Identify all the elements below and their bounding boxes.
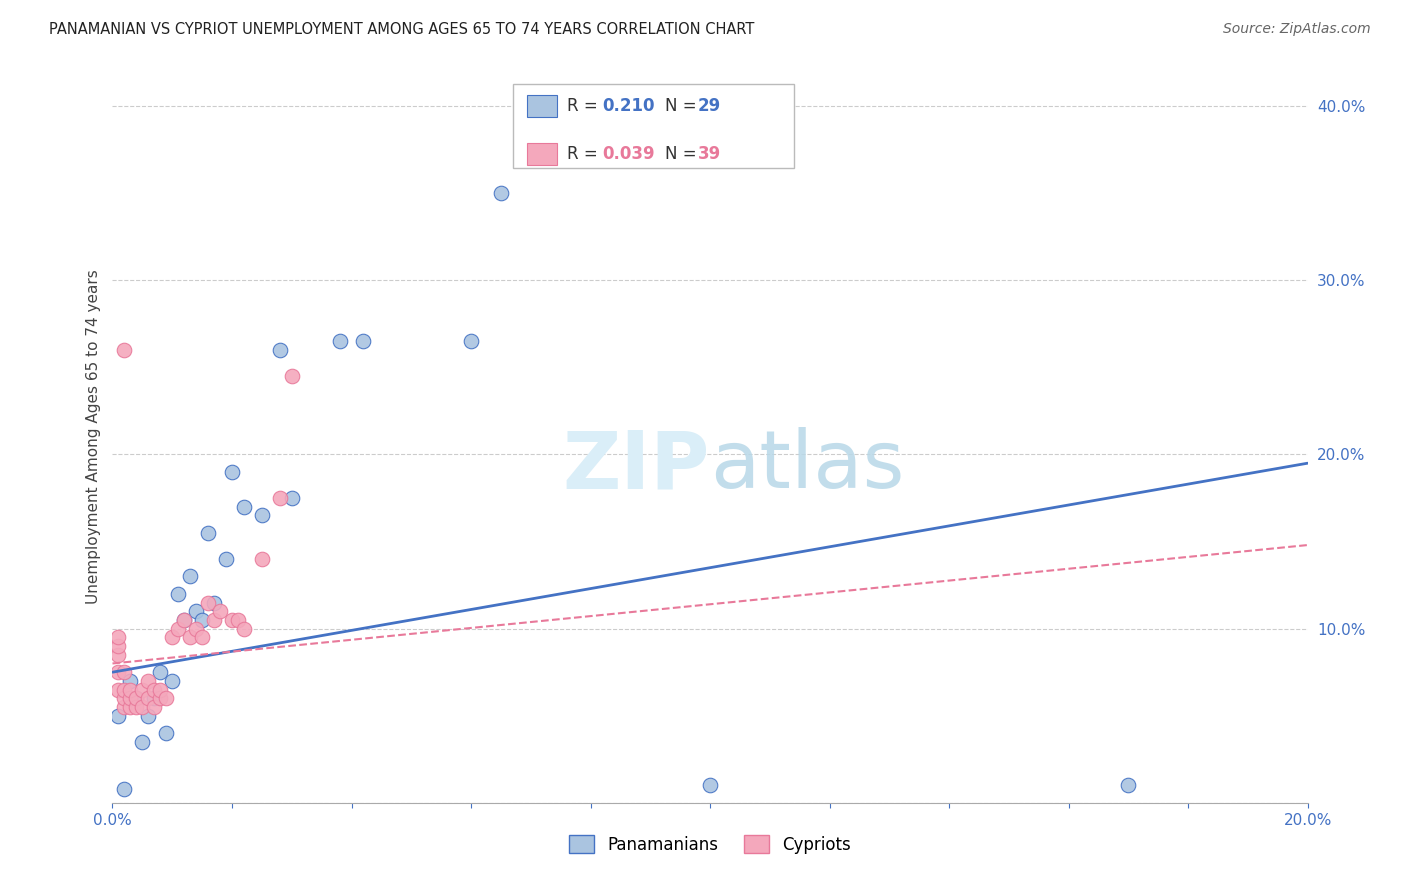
Point xyxy=(221,465,243,479)
Point xyxy=(173,613,195,627)
Point xyxy=(179,569,201,583)
Point xyxy=(269,491,291,505)
Point xyxy=(149,691,172,706)
Point xyxy=(155,726,177,740)
Point xyxy=(131,682,153,697)
Point xyxy=(460,334,482,349)
Y-axis label: Unemployment Among Ages 65 to 74 years: Unemployment Among Ages 65 to 74 years xyxy=(86,269,101,605)
Point xyxy=(155,691,177,706)
Point xyxy=(120,673,142,688)
Point xyxy=(1118,778,1140,792)
Text: N =: N = xyxy=(665,145,702,163)
Point xyxy=(107,708,129,723)
Point xyxy=(281,491,304,505)
Point xyxy=(149,665,172,680)
Text: ZIP: ZIP xyxy=(562,427,710,506)
Point xyxy=(114,691,135,706)
Point xyxy=(186,604,208,618)
Bar xyxy=(513,84,794,168)
Point xyxy=(107,665,129,680)
FancyBboxPatch shape xyxy=(527,95,557,118)
Point xyxy=(221,613,243,627)
Point xyxy=(138,691,160,706)
Point xyxy=(202,595,225,609)
Point xyxy=(167,622,190,636)
Point xyxy=(197,595,219,609)
Point xyxy=(120,682,142,697)
Point xyxy=(120,700,142,714)
Point xyxy=(191,613,214,627)
Point xyxy=(114,343,135,357)
Text: atlas: atlas xyxy=(710,427,904,506)
Point xyxy=(250,552,273,566)
Text: 29: 29 xyxy=(699,97,721,115)
Text: PANAMANIAN VS CYPRIOT UNEMPLOYMENT AMONG AGES 65 TO 74 YEARS CORRELATION CHART: PANAMANIAN VS CYPRIOT UNEMPLOYMENT AMONG… xyxy=(49,22,755,37)
Point xyxy=(125,691,148,706)
Point xyxy=(162,631,183,645)
Point xyxy=(489,186,512,201)
Text: 0.039: 0.039 xyxy=(603,145,655,163)
Text: R =: R = xyxy=(567,97,603,115)
Point xyxy=(114,700,135,714)
Text: Source: ZipAtlas.com: Source: ZipAtlas.com xyxy=(1223,22,1371,37)
Point xyxy=(125,691,148,706)
Point xyxy=(269,343,291,357)
Point xyxy=(149,682,172,697)
Point xyxy=(209,604,232,618)
Point xyxy=(162,673,183,688)
Point xyxy=(250,508,273,523)
Point xyxy=(125,700,148,714)
Point xyxy=(107,639,129,653)
Point xyxy=(226,613,249,627)
Text: R =: R = xyxy=(567,145,603,163)
Point xyxy=(131,700,153,714)
Point xyxy=(167,587,190,601)
Text: 39: 39 xyxy=(699,145,721,163)
Legend: Panamanians, Cypriots: Panamanians, Cypriots xyxy=(562,829,858,860)
Point xyxy=(107,648,129,662)
Point xyxy=(131,735,153,749)
Point xyxy=(281,369,304,384)
Point xyxy=(191,631,214,645)
Point xyxy=(114,682,135,697)
Point xyxy=(114,781,135,796)
Point xyxy=(179,631,201,645)
Point xyxy=(173,613,195,627)
Point xyxy=(197,525,219,540)
Text: 0.210: 0.210 xyxy=(603,97,655,115)
Point xyxy=(233,622,256,636)
Point xyxy=(186,622,208,636)
Point xyxy=(107,682,129,697)
Point xyxy=(143,682,166,697)
Point xyxy=(233,500,256,514)
Point xyxy=(329,334,352,349)
Point xyxy=(699,778,721,792)
Point xyxy=(114,665,135,680)
Text: N =: N = xyxy=(665,97,702,115)
Point xyxy=(202,613,225,627)
Point xyxy=(143,691,166,706)
Point xyxy=(107,631,129,645)
Point xyxy=(215,552,238,566)
Point xyxy=(143,700,166,714)
Point xyxy=(353,334,375,349)
Point xyxy=(138,708,160,723)
FancyBboxPatch shape xyxy=(527,143,557,165)
Point xyxy=(138,673,160,688)
Point xyxy=(120,691,142,706)
